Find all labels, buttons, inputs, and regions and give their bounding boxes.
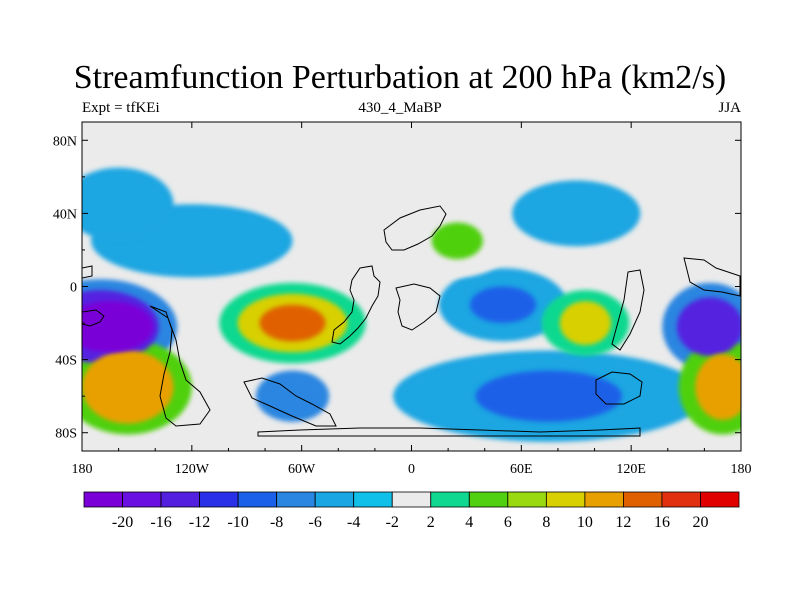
right-string: JJA: [718, 100, 741, 116]
colorbar-swatch: [545, 491, 586, 508]
x-tick-label: 0: [408, 462, 415, 477]
colorbar-swatch: [237, 491, 278, 508]
x-tick-label: 180: [731, 462, 752, 477]
coastline-south-america: [149, 305, 211, 427]
contour-blob: [475, 370, 623, 422]
x-tick-label: 120E: [616, 462, 646, 477]
colorbar-swatch: [507, 491, 547, 508]
coastline-east-asia: [611, 269, 645, 351]
colorbar-swatch: [700, 491, 740, 508]
contour-blob: [82, 301, 154, 353]
colorbar-swatch: [430, 491, 470, 508]
colorbar-label: 2: [427, 514, 435, 531]
colorbar-swatch: [199, 491, 239, 508]
colorbar-label: 20: [692, 514, 708, 531]
colorbar-swatch: [584, 491, 624, 508]
x-axis: 180 120W 60W 0 60E 120E 180: [72, 122, 752, 477]
coastlines: [82, 205, 741, 437]
coastline-eurasia: [383, 205, 447, 251]
contour-blob: [512, 180, 641, 247]
y-tick-label: 0: [70, 281, 77, 296]
x-tick-label: 60W: [288, 462, 316, 477]
colorbar-swatch: [468, 491, 509, 508]
colorbar-label: -2: [386, 514, 399, 531]
y-axis: 80N 40N 0 40S 80S: [53, 134, 741, 442]
colorbar-label: 16: [654, 514, 670, 531]
y-tick-label: 80S: [55, 427, 77, 442]
contour-blob: [259, 304, 326, 342]
colorbar-label: 12: [615, 514, 631, 531]
x-tick-label: 180: [72, 462, 93, 477]
coastline-antarctica: [257, 427, 641, 437]
colorbar-swatch: [623, 491, 663, 508]
colorbar-label: -4: [347, 514, 360, 531]
colorbar-label: -12: [189, 514, 210, 531]
colorbar-swatch: [391, 491, 432, 508]
colorbar-label: -8: [270, 514, 283, 531]
coastline-africa: [395, 283, 441, 331]
contour-blob: [255, 370, 330, 422]
coastline-central: [243, 377, 337, 427]
colorbar-label: -10: [227, 514, 248, 531]
colorbar-swatch: [276, 491, 316, 508]
colorbar-label: 4: [465, 514, 473, 531]
y-tick-label: 40S: [55, 354, 77, 369]
chart-title: Streamfunction Perturbation at 200 hPa (…: [73, 59, 727, 96]
center-string: 430_4_MaBP: [358, 100, 442, 116]
colorbar-label: -6: [309, 514, 322, 531]
contour-blob: [265, 164, 412, 208]
colorbar-label: -20: [112, 514, 133, 531]
coastline-west: [82, 309, 105, 327]
contour-blob: [82, 350, 174, 424]
x-tick-label: 60E: [510, 462, 533, 477]
coastline-west-north: [82, 265, 93, 279]
contour-blob: [695, 354, 741, 420]
contour-blob: [470, 286, 536, 324]
colorbar-label: 6: [504, 514, 512, 531]
contour-blob: [676, 297, 741, 356]
colorbar-swatch: [83, 491, 123, 508]
x-tick-label: 120W: [175, 462, 210, 477]
colorbar-swatch: [122, 491, 162, 508]
colorbar: -20 -16 -12 -10 -8 -6 -4 -2 2 4 6 8 10 12 16 20: [83, 491, 740, 531]
colorbar-label: 10: [577, 514, 593, 531]
colorbar-label: 8: [542, 514, 550, 531]
contour-blob: [431, 222, 483, 260]
left-string: Expt = tfKEi: [82, 100, 160, 116]
y-tick-label: 40N: [53, 207, 77, 222]
colorbar-swatch: [353, 491, 393, 508]
coastline-australia: [595, 371, 643, 405]
contour-blob: [82, 167, 174, 241]
contour-blob: [559, 301, 612, 345]
colorbar-swatch: [314, 491, 355, 508]
y-tick-label: 80N: [53, 134, 77, 149]
colorbar-swatch: [160, 491, 200, 508]
colorbar-label: -16: [150, 514, 171, 531]
coastline-americas: [331, 265, 381, 345]
colorbar-swatch: [661, 491, 701, 508]
